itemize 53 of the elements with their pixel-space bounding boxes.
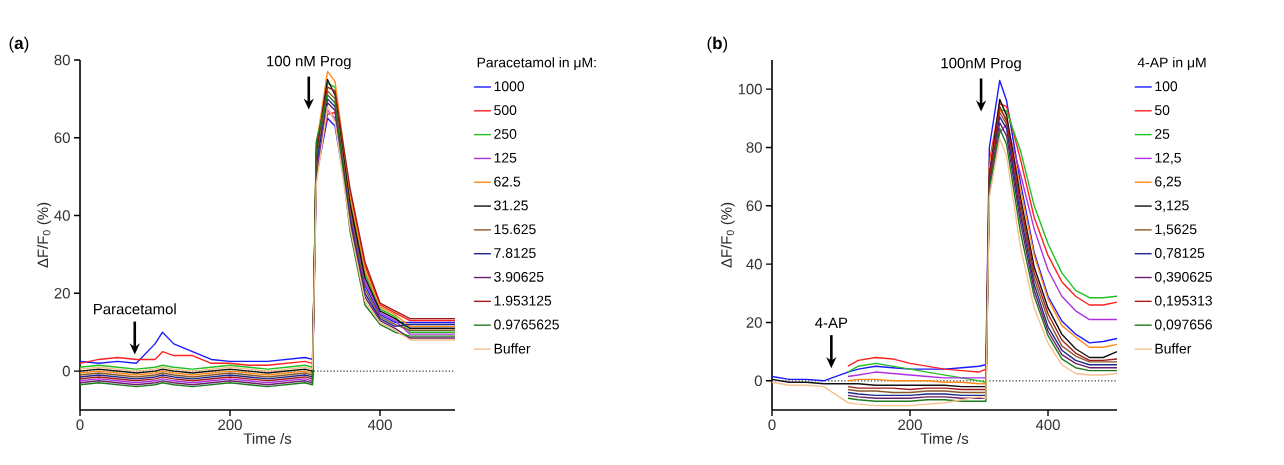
annotation: 4-AP bbox=[815, 317, 848, 328]
legend-label: 3.90625 bbox=[494, 271, 544, 282]
legend-label: 25 bbox=[1155, 128, 1170, 139]
y-tick-label: 20 bbox=[746, 317, 762, 328]
legend-label: 100 bbox=[1155, 81, 1178, 92]
legend-label: 0,097656 bbox=[1154, 319, 1212, 332]
x-tick-label: 200 bbox=[898, 419, 922, 431]
legend-label: 7.8125 bbox=[494, 248, 536, 258]
legend-label: 1.953125 bbox=[494, 295, 552, 306]
legend-label: 0,195313 bbox=[1154, 295, 1212, 308]
y-tick-label: 40 bbox=[54, 210, 70, 221]
legend-label: 31.25 bbox=[494, 200, 528, 211]
legend-label: 1,5625 bbox=[1155, 224, 1197, 236]
legend-label: 6,25 bbox=[1155, 176, 1181, 189]
y-axis-title: ΔF/F$_{0}$ (%) bbox=[720, 202, 735, 268]
legend-label: 500 bbox=[494, 105, 517, 116]
annotation: Paracetamol bbox=[94, 303, 176, 315]
legend-label: 62.5 bbox=[494, 176, 521, 187]
legend-title: 4-AP in μM bbox=[1137, 57, 1206, 70]
legend-title: Paracetamol in μM: bbox=[477, 57, 596, 70]
legend-label: 15.625 bbox=[494, 224, 536, 235]
legend-label: 250 bbox=[494, 128, 517, 139]
y-axis-title: ΔF/F$_{0}$ (%) bbox=[37, 202, 52, 268]
chart-title: (b) bbox=[707, 36, 728, 53]
legend-label: 12,5 bbox=[1155, 152, 1181, 165]
legend-label: 0,390625 bbox=[1154, 271, 1212, 284]
legend-label: 3,125 bbox=[1154, 200, 1189, 212]
legend-label: 1000 bbox=[494, 81, 525, 92]
x-axis-title: Time /s bbox=[243, 432, 292, 444]
chart-title: (a) bbox=[9, 36, 29, 53]
x-tick-label: 400 bbox=[1035, 419, 1060, 431]
x-tick-label: 400 bbox=[367, 419, 392, 431]
y-tick-label: 60 bbox=[54, 132, 70, 144]
y-tick-label: 60 bbox=[746, 200, 762, 212]
legend-label: 0.9765625 bbox=[494, 319, 559, 330]
legend-label: Buffer bbox=[1155, 343, 1192, 354]
legend-label: Buffer bbox=[494, 343, 531, 354]
legend-label: 50 bbox=[1154, 105, 1170, 116]
annotation: 100 nM Prog bbox=[267, 55, 351, 70]
x-tick-label: 0 bbox=[768, 419, 776, 431]
x-tick-label: 0 bbox=[76, 419, 84, 431]
legend-label: 125 bbox=[494, 152, 517, 163]
y-tick-label: 0 bbox=[754, 375, 762, 387]
x-tick-label: 200 bbox=[218, 419, 242, 431]
y-tick-label: 80 bbox=[54, 54, 70, 66]
x-axis-title: Time /s bbox=[920, 432, 969, 444]
y-tick-label: 40 bbox=[746, 258, 762, 270]
y-tick-label: 0 bbox=[62, 365, 70, 377]
y-tick-label: 80 bbox=[746, 142, 762, 153]
y-tick-label: 20 bbox=[54, 288, 70, 299]
annotation: 100nM Prog bbox=[941, 57, 1021, 72]
legend-label: 0,78125 bbox=[1154, 248, 1205, 260]
y-tick-label: 100 bbox=[738, 83, 762, 95]
